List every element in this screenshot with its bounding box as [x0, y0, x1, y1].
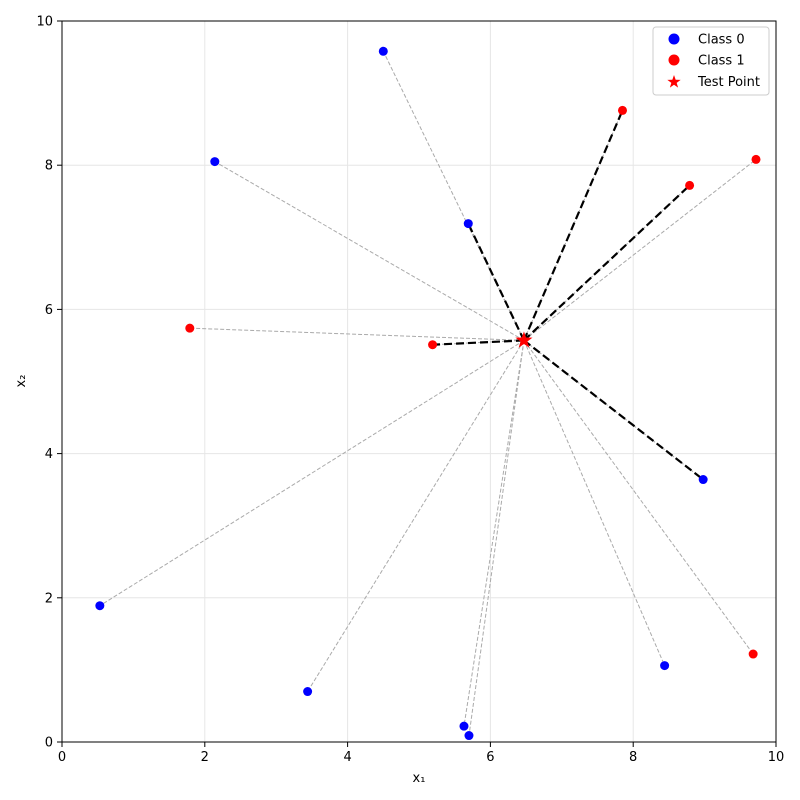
class-0-point	[95, 601, 105, 611]
y-tick-label: 10	[36, 15, 53, 30]
test-point-layer	[515, 331, 533, 348]
neighbor-lines	[432, 109, 704, 481]
class-1-point	[751, 154, 761, 164]
distance-line	[307, 340, 525, 692]
x-tick-label: 0	[58, 750, 66, 765]
distance-line	[467, 223, 525, 341]
y-tick-label: 4	[45, 447, 53, 462]
legend-label-test-point: Test Point	[697, 75, 760, 90]
class-0-point	[459, 721, 469, 731]
class-0-point	[463, 219, 473, 229]
plot-frame	[61, 20, 777, 743]
legend-marker-class-0	[668, 33, 680, 45]
neighbor-line	[432, 339, 525, 346]
class-1-point	[685, 180, 695, 190]
neighbor-line	[522, 109, 624, 341]
legend-label-class-1: Class 1	[698, 54, 745, 69]
distance-line	[99, 339, 525, 607]
neighbor-line	[523, 339, 704, 481]
y-tick-label: 2	[45, 591, 53, 606]
class-1-point	[185, 323, 195, 333]
class-0-point	[303, 687, 313, 697]
neighbor-line	[523, 184, 691, 342]
class-0-point	[378, 46, 388, 56]
legend-box	[652, 26, 770, 96]
class-0-point	[210, 157, 220, 167]
distance-line	[523, 340, 666, 666]
distance-line	[463, 340, 525, 727]
y-tick-label: 6	[45, 303, 53, 318]
class-0-point	[660, 661, 670, 671]
class-0-point	[464, 731, 474, 741]
data-points	[95, 46, 761, 741]
x-tick-label: 4	[343, 750, 351, 765]
legend-marker-class-1	[668, 54, 680, 66]
distance-line	[468, 340, 525, 736]
y-axis-label: x₂	[14, 375, 29, 388]
distance-line	[523, 159, 757, 341]
axis-ticks: 0 2 4 6 8 10 0 2 4 6 8 10	[36, 15, 784, 766]
x-tick-label: 10	[768, 750, 785, 765]
y-tick-label: 8	[45, 159, 53, 174]
x-axis-label: x₁	[413, 771, 426, 786]
class-1-point	[748, 649, 758, 659]
x-tick-label: 2	[201, 750, 209, 765]
x-tick-label: 6	[486, 750, 494, 765]
distance-line	[214, 161, 525, 341]
distance-line	[189, 327, 524, 341]
x-tick-label: 8	[629, 750, 637, 765]
test-point-star	[515, 331, 533, 348]
distance-line	[523, 340, 754, 655]
class-0-point	[698, 475, 708, 485]
neighbor-line	[467, 223, 525, 341]
legend-marker-test-point	[667, 75, 681, 88]
legend: Class 0 Class 1 Test Point	[652, 26, 770, 96]
class-1-point	[617, 105, 627, 115]
class-1-point	[428, 340, 438, 350]
distance-line	[382, 51, 525, 341]
legend-label-class-0: Class 0	[698, 33, 745, 48]
y-tick-label: 0	[45, 736, 53, 751]
